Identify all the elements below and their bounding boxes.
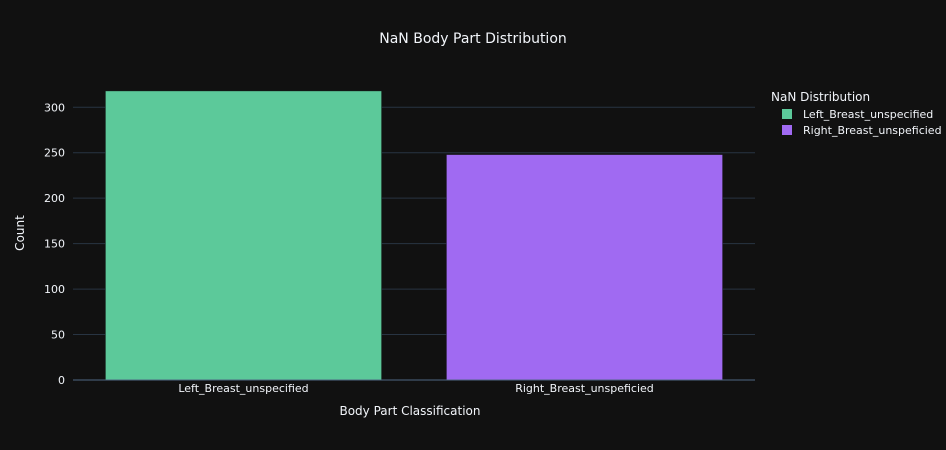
- x-tick-label: Left_Breast_unspecified: [178, 382, 308, 395]
- y-axis-ticks: 0 50 100 150 200 250 300: [44, 101, 65, 387]
- bar-left-breast-unspecified: [105, 90, 382, 381]
- x-axis-title: Body Part Classification: [339, 404, 480, 418]
- y-tick-label: 50: [51, 329, 65, 342]
- chart-title: NaN Body Part Distribution: [379, 31, 567, 47]
- y-tick-label: 250: [44, 147, 65, 160]
- bar-right-breast-unspeficied: [446, 154, 723, 381]
- x-axis-ticks: Left_Breast_unspecified Right_Breast_unsp…: [178, 382, 653, 395]
- bars: [105, 90, 723, 381]
- legend: NaN Distribution Left_Breast_unspecified…: [771, 90, 942, 137]
- y-axis-title: Count: [13, 215, 27, 251]
- legend-title: NaN Distribution: [771, 90, 870, 104]
- y-tick-label: 150: [44, 238, 65, 251]
- legend-entry: Left_Breast_unspecified: [803, 108, 933, 121]
- y-tick-label: 200: [44, 192, 65, 205]
- legend-swatch: [782, 109, 792, 119]
- y-tick-label: 0: [58, 374, 65, 387]
- y-tick-label: 300: [44, 101, 65, 114]
- legend-swatch: [782, 125, 792, 135]
- x-tick-label: Right_Breast_unspeficied: [515, 382, 654, 395]
- legend-entry: Right_Breast_unspeficied: [803, 124, 942, 137]
- y-tick-label: 100: [44, 283, 65, 296]
